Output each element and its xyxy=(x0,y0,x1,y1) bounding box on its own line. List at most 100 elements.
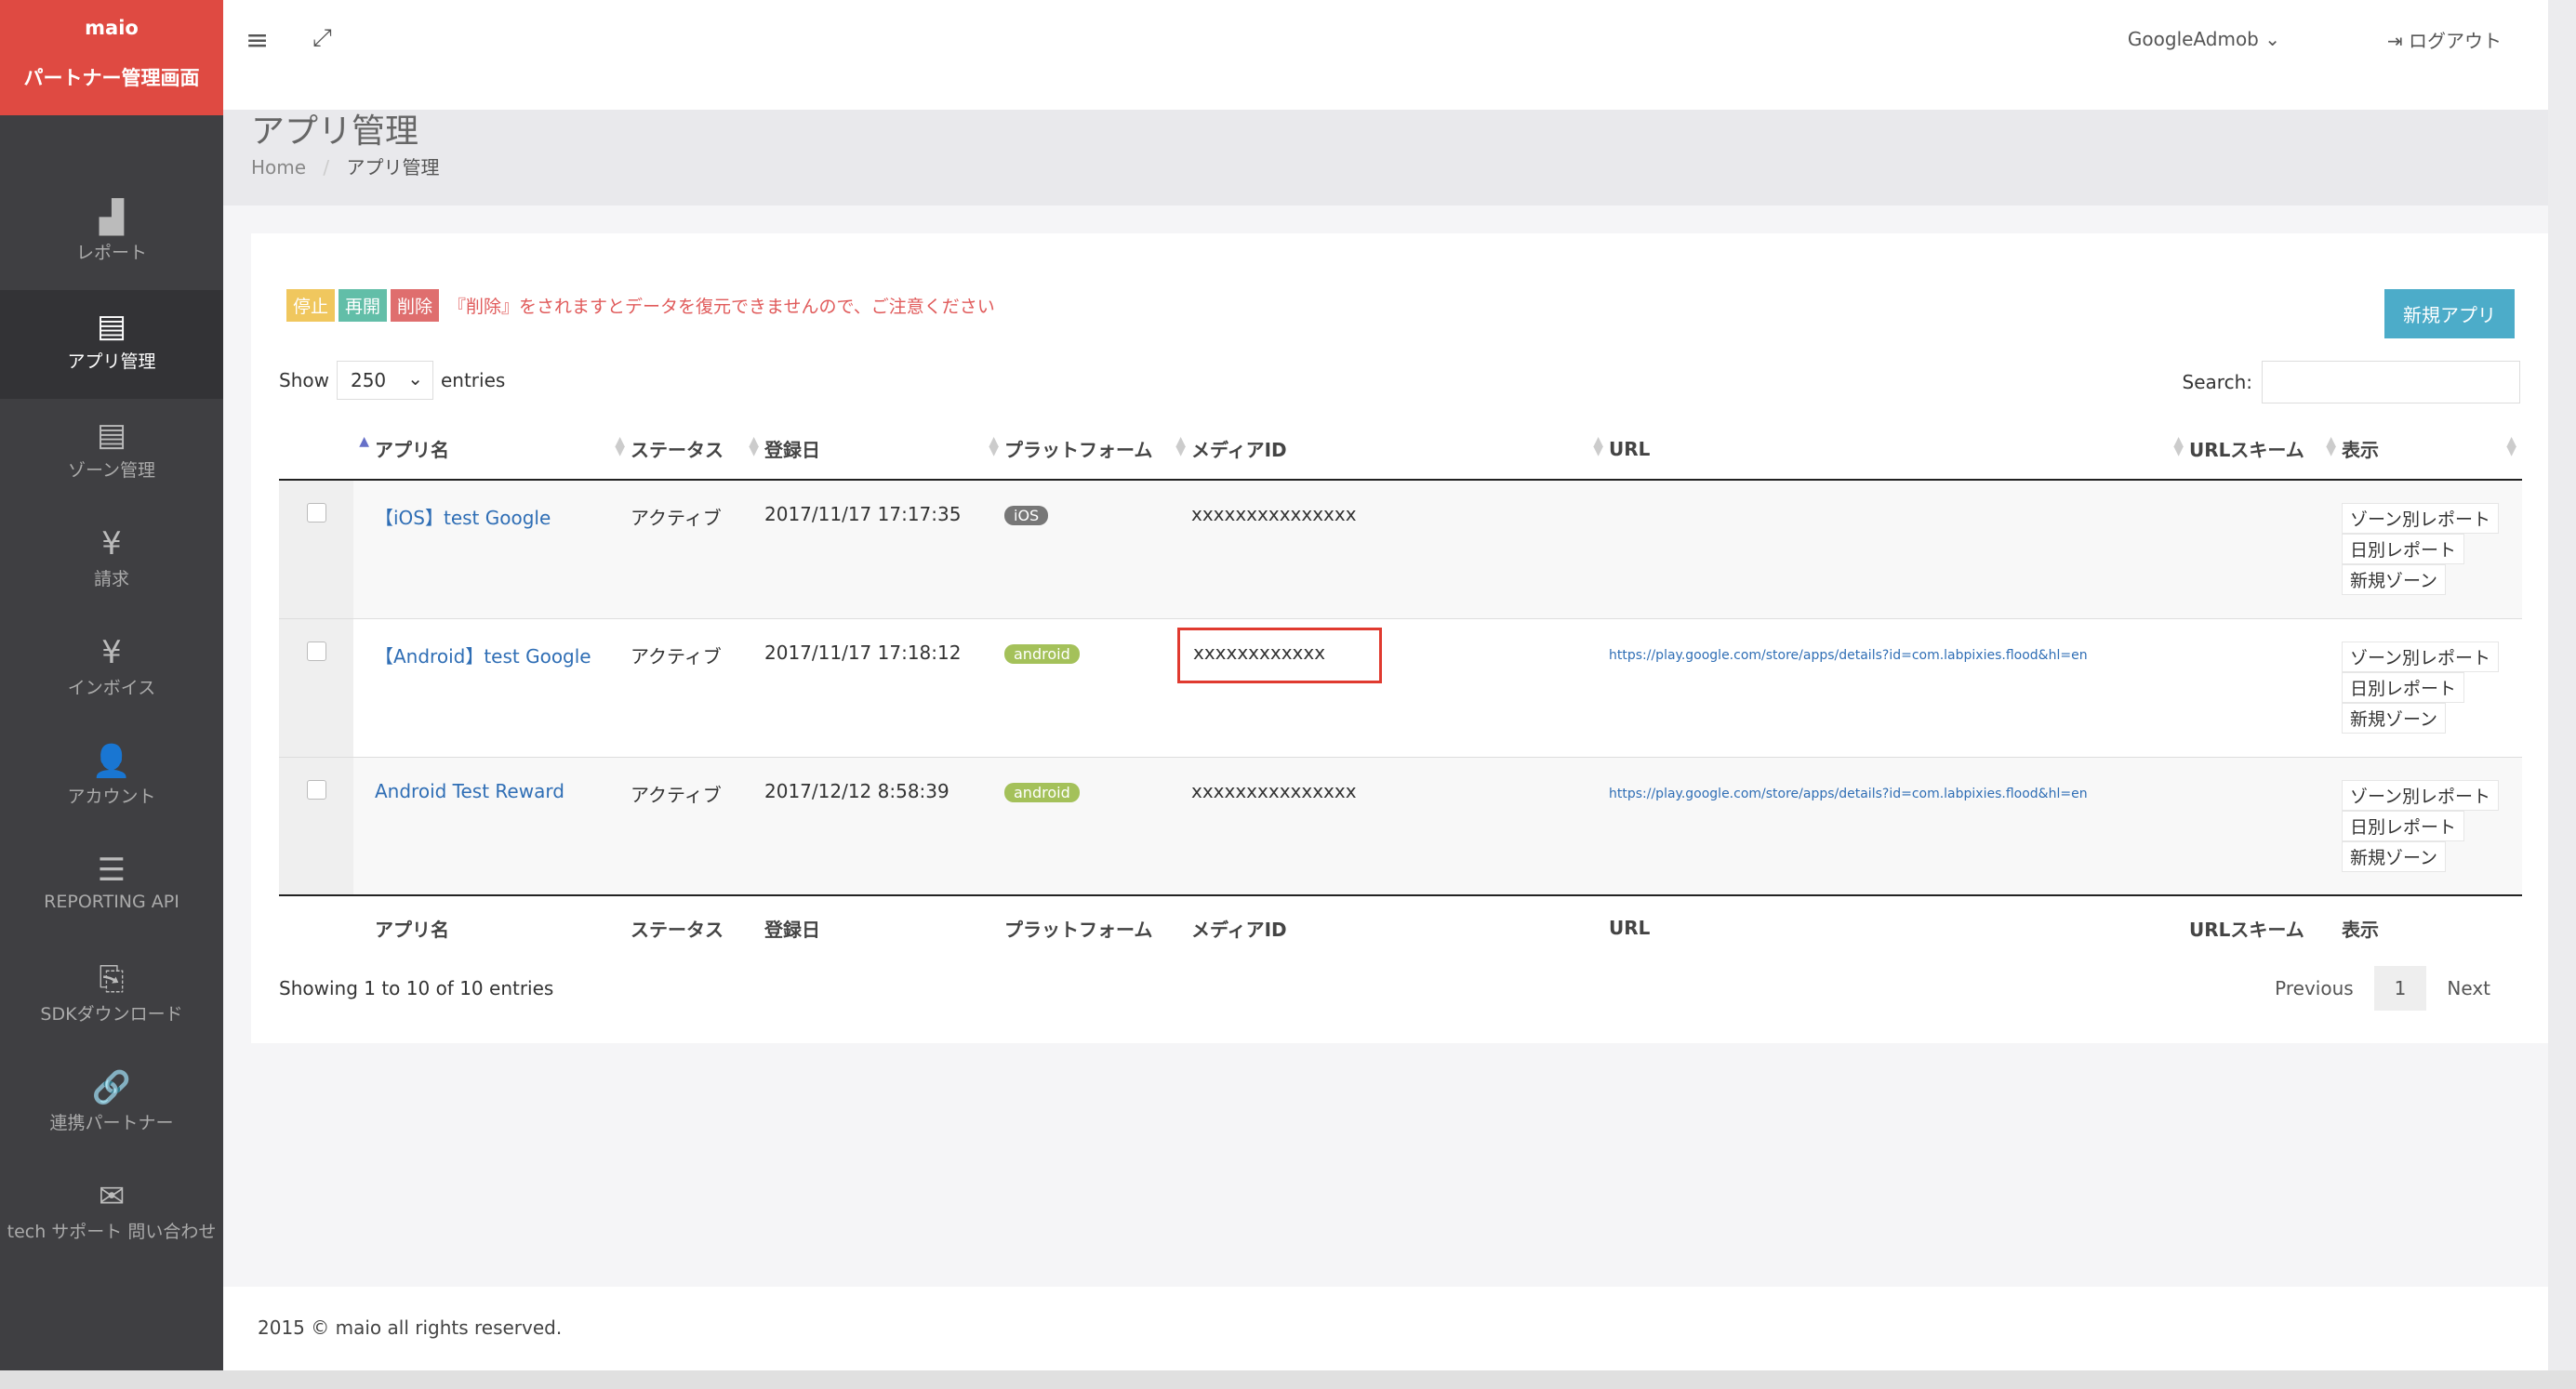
warning-message: 『削除』をされますとデータを復元できませんので、ご注意ください xyxy=(448,297,995,317)
action-button[interactable]: 日別レポート xyxy=(2342,671,2465,703)
select-cell xyxy=(279,617,353,757)
page-1-button[interactable]: 1 xyxy=(2373,966,2427,1011)
list-icon: ▤ xyxy=(96,308,127,345)
sort-icon: ▲ ▼ xyxy=(2506,434,2516,458)
select-cell xyxy=(279,479,353,618)
envelope-icon: ✉ xyxy=(98,1178,126,1215)
registered-date: 2017/12/12 8:58:39 xyxy=(764,756,1004,895)
column-header[interactable]: 登録日 ▲ ▼ xyxy=(764,418,1004,481)
platform-badge: iOS xyxy=(1004,506,1049,525)
user-menu[interactable]: GoogleAdmob ⌄ xyxy=(2127,28,2280,50)
column-header[interactable]: ステータス ▲ ▼ xyxy=(631,418,764,481)
row-checkbox[interactable] xyxy=(306,779,326,800)
action-button[interactable]: 新規ゾーン xyxy=(2342,702,2447,734)
search-input[interactable] xyxy=(2262,361,2520,403)
app-name-link[interactable]: 【iOS】test Google xyxy=(375,507,551,529)
sidebar-item-label: REPORTING API xyxy=(44,892,179,912)
column-footer: プラットフォーム xyxy=(1004,894,1191,959)
sidebar-item-6[interactable]: ☰ REPORTING API xyxy=(0,834,223,943)
sidebar-item-8[interactable]: 🔗 連携パートナー xyxy=(0,1052,223,1160)
sidebar-item-0[interactable]: ▟ レポート xyxy=(0,181,223,290)
select-header xyxy=(279,418,353,481)
app-name-link[interactable]: 【Android】test Google xyxy=(375,644,591,668)
logout-label: ログアウト xyxy=(2409,30,2502,52)
sidebar-item-7[interactable]: ⎘ SDKダウンロード xyxy=(0,943,223,1052)
action-button[interactable]: ゾーン別レポート xyxy=(2342,641,2500,672)
sidebar-item-2[interactable]: ▤ ゾーン管理 xyxy=(0,399,223,508)
column-header[interactable]: プラットフォーム ▲ ▼ xyxy=(1004,418,1191,481)
sidebar-item-label: SDKダウンロード xyxy=(40,1004,183,1025)
sidebar-item-label: 連携パートナー xyxy=(49,1113,174,1133)
sort-header[interactable]: ▲ xyxy=(353,418,375,481)
apps-table: ▲ アプリ名 ▲ ▼ ステータス ▲ ▼ 登録日 ▲ ▼ プラットフォーム ▲ ▼ メディアID ▲ ▼ URL… xyxy=(279,418,2522,959)
action-button[interactable]: ゾーン別レポート xyxy=(2342,503,2500,534)
sidebar-item-1[interactable]: ▤ アプリ管理 xyxy=(0,290,223,399)
column-label: メディアID xyxy=(1191,439,1287,461)
entries-value: 250 xyxy=(350,369,387,391)
right-edge xyxy=(2548,0,2576,1370)
column-header[interactable]: アプリ名 ▲ ▼ xyxy=(375,418,631,481)
url-link[interactable]: https://play.google.com/store/apps/detai… xyxy=(1609,647,2088,663)
row-checkbox[interactable] xyxy=(306,503,326,523)
next-button[interactable]: Next xyxy=(2447,977,2490,999)
sort-icon: ▲ ▼ xyxy=(2326,434,2336,458)
column-label: 登録日 xyxy=(764,439,820,461)
sort-icon: ▲ ▼ xyxy=(2173,434,2184,458)
action-button[interactable]: 新規ゾーン xyxy=(2342,840,2447,872)
sidebar-item-5[interactable]: 👤 アカウント xyxy=(0,725,223,834)
column-header[interactable]: URL ▲ ▼ xyxy=(1609,418,2189,481)
main-content: 停止 再開 削除 『削除』をされますとデータを復元できませんので、ご注意ください… xyxy=(223,205,2548,1287)
action-button[interactable]: 日別レポート xyxy=(2342,810,2465,841)
yen-icon: ¥ xyxy=(101,634,122,671)
column-header[interactable]: メディアID ▲ ▼ xyxy=(1191,418,1609,481)
column-label: アプリ名 xyxy=(375,439,449,461)
spacer xyxy=(353,756,375,895)
new-app-button[interactable]: 新規アプリ xyxy=(2384,289,2515,338)
sidebar-item-4[interactable]: ¥ インボイス xyxy=(0,616,223,725)
menu-toggle-icon[interactable]: ≡ xyxy=(246,24,270,57)
action-button[interactable]: 日別レポート xyxy=(2342,534,2465,564)
sidebar-item-label: アプリ管理 xyxy=(67,351,156,372)
entries-label: entries xyxy=(440,369,506,391)
sidebar-nav: ▟ レポート ▤ アプリ管理 ▤ ゾーン管理 ¥ 請求 ¥ インボイス 👤 アカウント ☰ REPORTI… xyxy=(0,181,223,1269)
logout-button[interactable]: ⇥ ログアウト xyxy=(2387,26,2502,53)
spacer xyxy=(353,894,375,959)
entries-select[interactable]: 250 ⌄ xyxy=(336,361,433,400)
media-id: xxxxxxxxxxxxxxx xyxy=(1191,779,1357,802)
sidebar-item-label: レポート xyxy=(75,243,147,263)
action-button[interactable]: ゾーン別レポート xyxy=(2342,779,2500,811)
column-header[interactable]: URLスキーム ▲ ▼ xyxy=(2189,418,2342,481)
row-checkbox[interactable] xyxy=(306,641,326,661)
breadcrumb-home[interactable]: Home xyxy=(251,156,307,179)
search: Search: xyxy=(2183,361,2520,403)
bar-chart-icon: ▟ xyxy=(99,199,125,236)
column-footer: URL xyxy=(1609,894,2189,959)
sidebar-item-3[interactable]: ¥ 請求 xyxy=(0,508,223,616)
column-footer: URLスキーム xyxy=(2189,894,2342,959)
registered-date: 2017/11/17 17:17:35 xyxy=(764,479,1004,618)
actions: ゾーン別レポート 日別レポート 新規ゾーン xyxy=(2342,617,2522,757)
fullscreen-icon[interactable]: ⤢ xyxy=(312,24,332,52)
registered-date: 2017/11/17 17:18:12 xyxy=(764,617,1004,757)
sidebar-item-label: アカウント xyxy=(67,787,156,807)
column-footer: ステータス xyxy=(631,894,764,959)
brand-subtitle: パートナー管理画面 xyxy=(23,67,200,89)
breadcrumb-current: アプリ管理 xyxy=(346,156,440,179)
logout-icon: ⇥ xyxy=(2386,30,2403,52)
sort-icon: ▲ ▼ xyxy=(989,434,999,458)
brand[interactable]: maio パートナー管理画面 xyxy=(0,0,223,115)
action-button[interactable]: 新規ゾーン xyxy=(2342,564,2447,595)
url-scheme xyxy=(2189,617,2342,757)
sidebar-item-9[interactable]: ✉ tech サポート 問い合わせ xyxy=(0,1160,223,1269)
column-label: URLスキーム xyxy=(2189,439,2304,461)
previous-button[interactable]: Previous xyxy=(2275,977,2354,999)
url-link[interactable]: https://play.google.com/store/apps/detai… xyxy=(1609,786,2088,801)
stop-legend: 停止 xyxy=(286,289,336,322)
column-header[interactable]: 表示 ▲ ▼ xyxy=(2342,418,2522,481)
file-download-icon: ⎘ xyxy=(99,960,125,998)
table-row: Android Test Reward アクティブ 2017/12/12 8:5… xyxy=(279,756,2522,895)
sidebar-item-label: インボイス xyxy=(67,678,156,698)
app-name-link[interactable]: Android Test Reward xyxy=(375,779,564,802)
delete-warning: 停止 再開 削除 『削除』をされますとデータを復元できませんので、ご注意ください xyxy=(286,289,995,322)
column-footer: メディアID xyxy=(1191,894,1609,959)
